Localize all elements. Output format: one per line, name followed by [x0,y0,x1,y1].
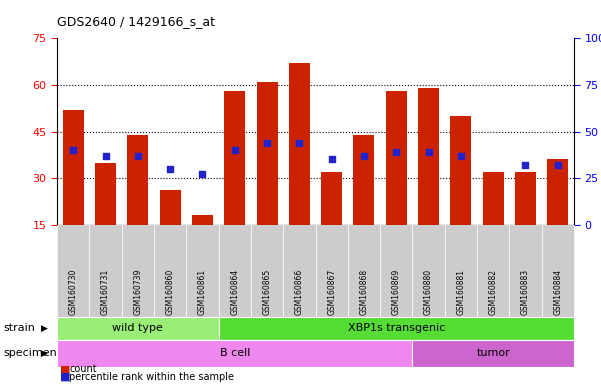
Bar [224,91,245,225]
Bar [257,82,278,225]
Point [294,140,304,146]
Bar [95,162,116,225]
Point [391,149,401,155]
Text: wild type: wild type [112,323,163,333]
Bar [289,63,310,225]
Text: GSM160730: GSM160730 [69,268,78,315]
Bar [548,159,569,225]
Text: GSM160868: GSM160868 [359,269,368,315]
Point [165,166,175,172]
Point [69,147,78,153]
Text: ■: ■ [60,364,70,374]
Text: ▶: ▶ [41,349,47,358]
Text: specimen: specimen [3,348,56,358]
Bar [321,172,342,225]
Text: ■: ■ [60,372,70,382]
Point [262,140,272,146]
Bar [192,215,213,225]
Text: B cell: B cell [219,348,250,358]
Text: GSM160884: GSM160884 [554,269,563,315]
Text: GSM160882: GSM160882 [489,269,498,315]
Text: GSM160860: GSM160860 [166,269,175,315]
Text: GSM160865: GSM160865 [263,269,272,315]
Point [553,162,563,168]
Text: GSM160881: GSM160881 [456,269,465,315]
Bar [483,172,504,225]
Bar [450,116,471,225]
Text: GSM160864: GSM160864 [230,269,239,315]
Text: ▶: ▶ [41,324,47,333]
Bar [63,110,84,225]
Bar [127,135,148,225]
Text: tumor: tumor [477,348,510,358]
Text: GSM160866: GSM160866 [295,269,304,315]
Bar [418,88,439,225]
Bar [353,135,374,225]
Point [456,153,466,159]
Text: GSM160869: GSM160869 [392,269,401,315]
Text: GSM160731: GSM160731 [101,269,110,315]
Point [230,147,240,153]
Text: percentile rank within the sample: percentile rank within the sample [69,372,234,382]
Text: GSM160883: GSM160883 [521,269,530,315]
Bar [386,91,407,225]
Bar [515,172,536,225]
Text: GSM160739: GSM160739 [133,268,142,315]
Point [133,153,142,159]
Point [520,162,530,168]
Text: GSM160867: GSM160867 [327,269,336,315]
Point [424,149,433,155]
Bar [160,190,181,225]
Point [327,156,337,162]
Point [359,153,369,159]
Text: count: count [69,364,97,374]
Text: GSM160880: GSM160880 [424,269,433,315]
Text: strain: strain [3,323,35,333]
Text: XBP1s transgenic: XBP1s transgenic [347,323,445,333]
Text: GSM160861: GSM160861 [198,269,207,315]
Text: GDS2640 / 1429166_s_at: GDS2640 / 1429166_s_at [57,15,215,28]
Point [198,171,207,177]
Point [101,153,111,159]
